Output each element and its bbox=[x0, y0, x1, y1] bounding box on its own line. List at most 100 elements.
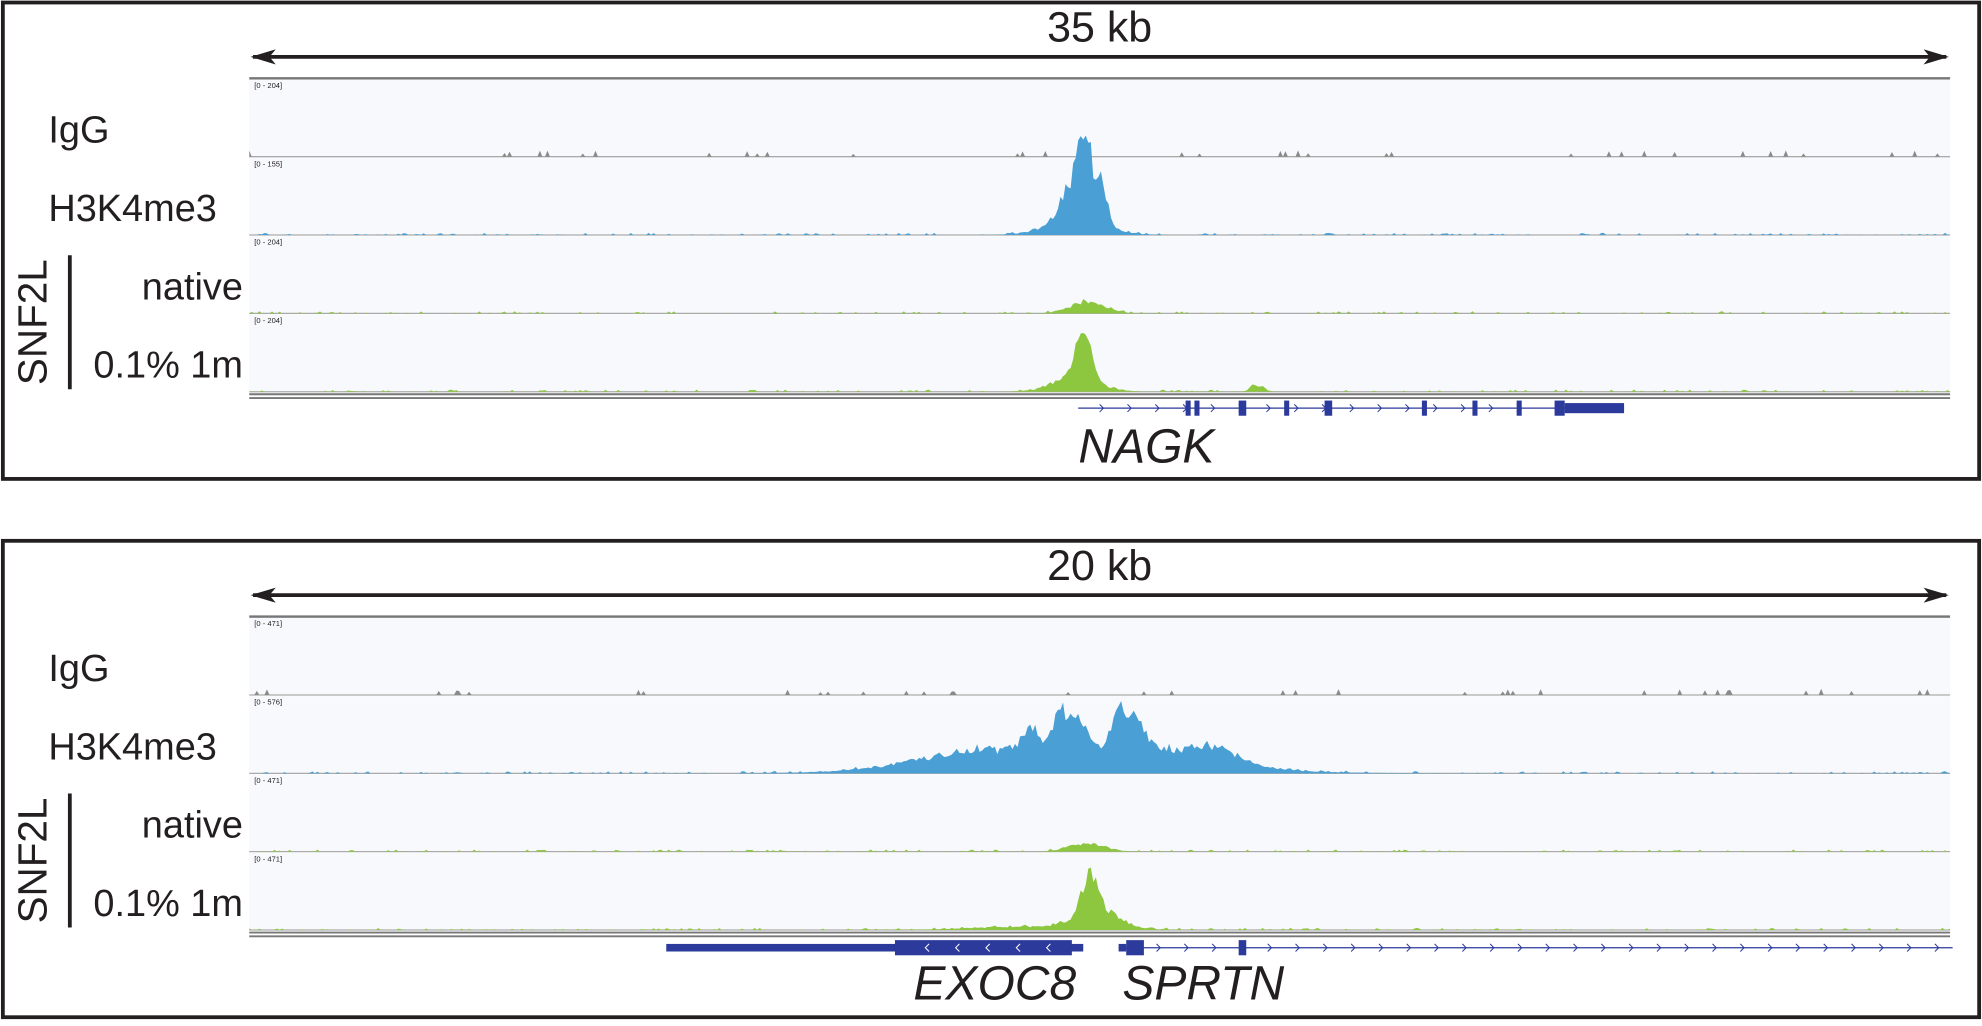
strand-arrow bbox=[1712, 943, 1718, 952]
strand-arrow bbox=[1488, 403, 1494, 413]
gene-exon bbox=[1421, 400, 1427, 416]
strand-arrow bbox=[1015, 943, 1021, 952]
strand-arrow bbox=[1600, 943, 1606, 952]
gene-exon bbox=[1284, 400, 1290, 416]
track-range: [0 - 155] bbox=[254, 159, 282, 168]
gene-exon bbox=[1194, 400, 1200, 416]
track-label: H3K4me3 bbox=[48, 726, 217, 768]
strand-arrow bbox=[1099, 403, 1105, 413]
strand-arrow bbox=[1517, 943, 1523, 952]
signal-track bbox=[249, 299, 1951, 314]
panel: 20 kb [0 - 471] IgG [0 - 576] H3K4me3 [0 - 47… bbox=[0, 538, 1982, 1020]
track-range: [0 - 471] bbox=[254, 619, 282, 628]
strand-arrow bbox=[1182, 403, 1188, 413]
strand-arrow bbox=[1266, 403, 1271, 413]
strand-arrow bbox=[954, 943, 960, 952]
strand-arrow bbox=[1349, 403, 1355, 413]
track-range: [0 - 204] bbox=[254, 81, 282, 90]
scale-label: 20 kb bbox=[1047, 542, 1152, 590]
strand-arrow bbox=[1684, 943, 1690, 952]
strand-arrow bbox=[1739, 943, 1745, 952]
strand-arrow bbox=[1183, 943, 1189, 952]
strand-arrow bbox=[924, 943, 930, 952]
strand-arrow bbox=[1127, 403, 1132, 413]
strand-arrow bbox=[1295, 943, 1301, 952]
strand-arrow bbox=[1906, 943, 1912, 952]
gene-exon bbox=[1472, 400, 1478, 416]
signal-track bbox=[249, 150, 1951, 157]
track-label: native bbox=[142, 805, 243, 847]
strand-arrow bbox=[1516, 403, 1522, 413]
track-range: [0 - 204] bbox=[254, 316, 282, 325]
strand-arrow bbox=[1767, 943, 1773, 952]
panel-frame bbox=[0, 538, 1982, 1020]
gene-exon bbox=[1185, 400, 1191, 416]
track-range: [0 - 471] bbox=[254, 854, 282, 863]
strand-arrow bbox=[1934, 943, 1940, 952]
strand-arrow bbox=[1851, 943, 1857, 952]
track-range: [0 - 576] bbox=[254, 698, 282, 707]
gene-exon bbox=[1238, 940, 1247, 956]
signal-track bbox=[249, 332, 1951, 392]
strand-arrow bbox=[1377, 403, 1383, 413]
gene-name: EXOC8 bbox=[913, 958, 1076, 1011]
gene-exon bbox=[1324, 400, 1333, 416]
gene-utr bbox=[666, 943, 1084, 952]
track-range: [0 - 471] bbox=[254, 776, 282, 785]
strand-arrow bbox=[1238, 403, 1244, 413]
gene-exon bbox=[1126, 940, 1144, 956]
strand-arrow bbox=[1211, 943, 1217, 952]
strand-arrow bbox=[1239, 943, 1245, 952]
signal-track bbox=[249, 135, 1951, 236]
strand-arrow bbox=[1321, 403, 1327, 413]
strand-arrow bbox=[1461, 943, 1467, 952]
scale-label: 35 kb bbox=[1047, 4, 1152, 52]
track-bg bbox=[249, 617, 1951, 695]
gene-utr bbox=[1564, 403, 1625, 414]
strand-arrow bbox=[1573, 943, 1579, 952]
gene-name: SPRTN bbox=[1122, 958, 1284, 1011]
panel: 35 kb [0 - 204] IgG [0 - 155] H3K4me3 [0 - 20… bbox=[0, 0, 1982, 481]
track-label: IgG bbox=[48, 648, 109, 690]
strand-arrow bbox=[1545, 943, 1551, 952]
track-bg bbox=[249, 774, 1951, 852]
gene-name: NAGK bbox=[1078, 421, 1216, 474]
strand-arrow bbox=[1405, 403, 1410, 413]
gene-exon bbox=[894, 940, 1072, 956]
strand-arrow bbox=[1322, 943, 1328, 952]
signal-track bbox=[249, 867, 1951, 931]
strand-arrow bbox=[1878, 943, 1884, 952]
strand-arrow bbox=[1823, 943, 1829, 952]
signal-track bbox=[249, 700, 1951, 774]
track-bg bbox=[249, 236, 1951, 314]
track-label: H3K4me3 bbox=[48, 188, 217, 230]
gene-utr bbox=[1118, 943, 1127, 952]
strand-arrow bbox=[1210, 403, 1216, 413]
track-label: native bbox=[142, 266, 243, 308]
track-range: [0 - 204] bbox=[254, 238, 282, 247]
track-label: IgG bbox=[48, 110, 109, 152]
strand-arrow bbox=[1154, 403, 1160, 413]
strand-arrow bbox=[1406, 943, 1412, 952]
strand-arrow bbox=[1628, 943, 1634, 952]
group-label: SNF2L bbox=[9, 798, 55, 924]
strand-arrow bbox=[1656, 943, 1662, 952]
panel-frame bbox=[0, 0, 1982, 481]
strand-arrow bbox=[1293, 403, 1299, 413]
strand-arrow bbox=[1795, 943, 1801, 952]
strand-arrow bbox=[1045, 943, 1051, 952]
track-label: 0.1% 1m bbox=[93, 345, 243, 387]
strand-arrow bbox=[1434, 943, 1440, 952]
strand-arrow bbox=[1489, 943, 1495, 952]
gene-exon bbox=[1554, 400, 1565, 416]
signal-track bbox=[249, 842, 1951, 852]
group-label: SNF2L bbox=[9, 259, 55, 385]
strand-arrow bbox=[985, 943, 991, 952]
strand-arrow bbox=[1432, 403, 1438, 413]
strand-arrow bbox=[1378, 943, 1384, 952]
track-bg bbox=[249, 79, 1951, 157]
strand-arrow bbox=[1156, 943, 1162, 952]
gene-exon bbox=[1516, 400, 1522, 416]
